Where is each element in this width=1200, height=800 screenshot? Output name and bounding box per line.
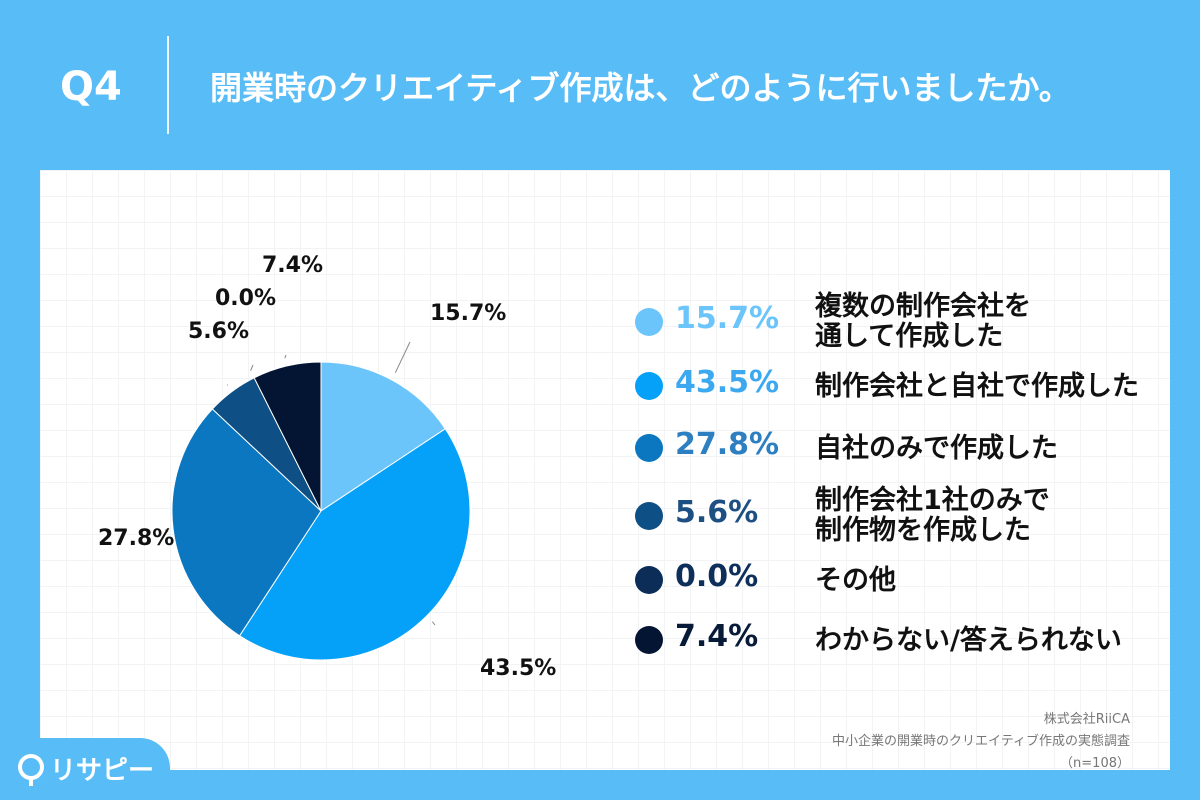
legend-value-5: 7.4% [675,619,759,654]
leader-line-2 [164,529,169,533]
header-divider [167,36,169,134]
data-label-2: 27.8% [98,526,174,551]
pie-slice-5 [253,361,322,512]
logo-text: リサピー [50,756,155,786]
data-label-1: 43.5% [480,656,556,681]
legend-label-0: 複数の制作会社を 通して作成した [815,291,1031,352]
legend-swatch-2 [635,434,663,462]
data-label-0: 15.7% [430,301,506,326]
legend-label-3: 制作会社1社のみで 制作物を作成した [815,485,1050,546]
legend-value-3: 5.6% [675,495,759,530]
pie-chart: 15.7% 43.5% 27.8% 5.6% 0.0% 7.4% [98,253,556,681]
legend-value-0: 15.7% [675,301,780,336]
leader-line-5 [284,354,287,359]
legend-swatch-1 [635,372,663,400]
legend-swatch-3 [635,502,663,530]
legend-swatch-0 [635,308,663,336]
legend-value-1: 43.5% [675,365,780,400]
legend-label-2: 自社のみで作成した [815,433,1058,464]
legend-value-4: 0.0% [675,559,759,594]
source-company: 株式会社RiiCA [1043,712,1130,727]
legend-value-2: 27.8% [675,427,780,462]
legend-label-4: その他 [815,565,896,596]
logo: リサピー [0,738,170,800]
pie-slice-1 [238,428,471,661]
legend-swatch-4 [635,566,663,594]
pie-slice-0 [320,361,446,512]
data-label-3: 5.6% [188,319,249,344]
legend-label-1: 制作会社と自社で作成した [815,371,1139,402]
question-label: Q4 [60,64,122,110]
chart-card: 15.7% 43.5% 27.8% 5.6% 0.0% 7.4% 15.7% 複数の制作会社… [40,170,1170,771]
pin-icon [18,754,44,786]
pie-slice-2 [171,408,322,637]
legend-swatch-5 [635,626,663,654]
header: Q4 開業時のクリエイティブ作成は、どのように行いましたか。 [0,0,1200,170]
source-survey: 中小企業の開業時のクリエイティブ作成の実態調査 [832,734,1130,749]
legend-label-5: わからない/答えられない [815,625,1122,656]
question-title: 開業時のクリエイティブ作成は、どのように行いましたか。 [210,69,1071,107]
source-sample: （n=108） [1060,756,1130,771]
leader-line-1 [431,621,436,626]
data-label-4: 0.0% [215,286,276,311]
leader-line-4 [250,364,254,371]
leader-line-0 [394,341,411,373]
data-label-5: 7.4% [262,253,323,278]
